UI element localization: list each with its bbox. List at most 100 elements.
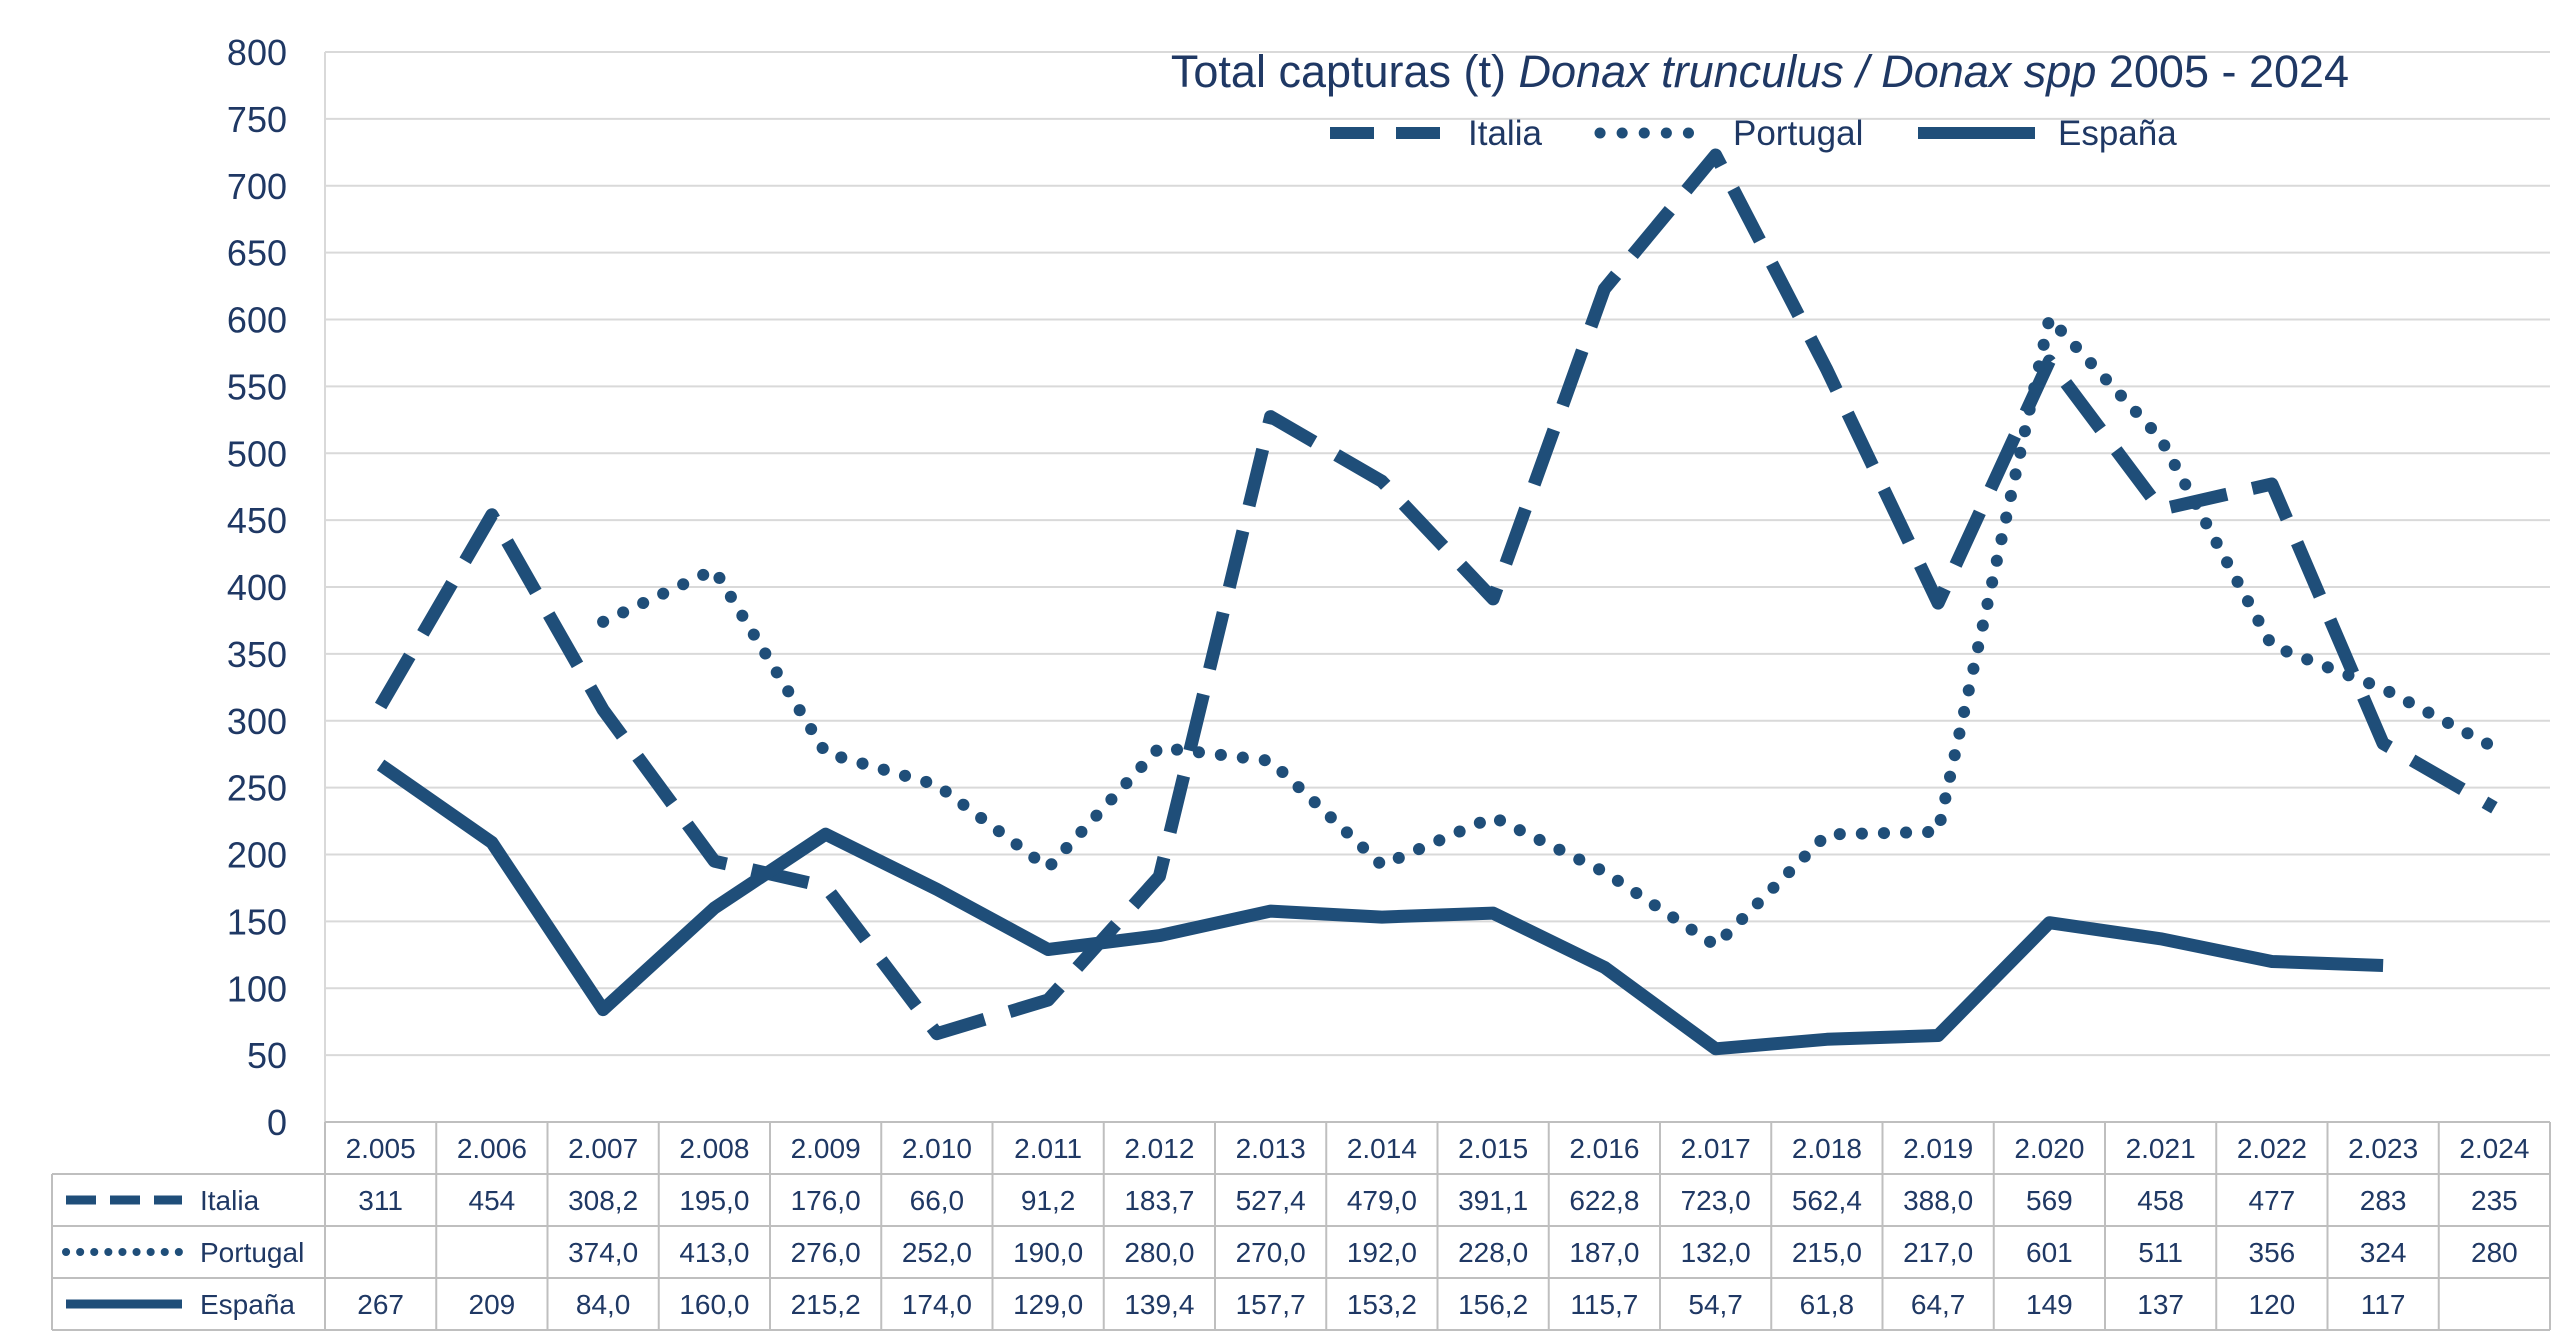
table-cell-value: 192,0 xyxy=(1347,1237,1417,1268)
legend-label-españa: España xyxy=(2058,114,2177,153)
table-cell-value: 511 xyxy=(2138,1237,2183,1268)
series-line-portugal xyxy=(597,312,2501,952)
x-tick-label: 2.021 xyxy=(2126,1133,2196,1164)
table-cell-value: 54,7 xyxy=(1688,1289,1743,1320)
table-cell-value: 61,8 xyxy=(1800,1289,1855,1320)
table-cell-value: 413,0 xyxy=(679,1237,749,1268)
table-cell-value: 139,4 xyxy=(1124,1289,1194,1320)
y-tick-label: 100 xyxy=(227,968,287,1009)
x-tick-label: 2.015 xyxy=(1458,1133,1528,1164)
table-cell-value: 374,0 xyxy=(568,1237,638,1268)
table-cell-value: 183,7 xyxy=(1124,1185,1194,1216)
table-cell-value: 215,2 xyxy=(791,1289,861,1320)
chart-title-part-2: 2005 - 2024 xyxy=(2096,46,2349,97)
y-tick-label: 800 xyxy=(227,32,287,73)
table-cell-value: 276,0 xyxy=(791,1237,861,1268)
table-cell-value: 156,2 xyxy=(1458,1289,1528,1320)
table-cell-value: 454 xyxy=(469,1185,516,1216)
table-cell-value: 280 xyxy=(2471,1237,2518,1268)
y-tick-label: 550 xyxy=(227,366,287,407)
x-tick-label: 2.019 xyxy=(1903,1133,1973,1164)
x-tick-label: 2.016 xyxy=(1569,1133,1639,1164)
x-tick-label: 2.023 xyxy=(2348,1133,2418,1164)
x-tick-label: 2.008 xyxy=(679,1133,749,1164)
y-tick-label: 350 xyxy=(227,634,287,675)
y-tick-label: 750 xyxy=(227,99,287,140)
x-tick-label: 2.024 xyxy=(2459,1133,2529,1164)
table-cell-value: 283 xyxy=(2360,1185,2407,1216)
x-tick-label: 2.007 xyxy=(568,1133,638,1164)
table-series-label: Italia xyxy=(200,1185,260,1216)
table-series-label: España xyxy=(200,1289,295,1320)
chart-title-part-1: Donax trunculus / Donax spp xyxy=(1519,46,2097,97)
table-cell-value: 252,0 xyxy=(902,1237,972,1268)
table-cell-value: 569 xyxy=(2026,1185,2073,1216)
table-cell-value: 187,0 xyxy=(1569,1237,1639,1268)
y-tick-label: 200 xyxy=(227,835,287,876)
table-cell-value: 622,8 xyxy=(1569,1185,1639,1216)
x-tick-label: 2.010 xyxy=(902,1133,972,1164)
table-cell-value: 174,0 xyxy=(902,1289,972,1320)
table-cell-value: 388,0 xyxy=(1903,1185,1973,1216)
table-cell-value: 115,7 xyxy=(1570,1289,1638,1320)
table-cell-value: 324 xyxy=(2360,1237,2407,1268)
table-cell-value: 308,2 xyxy=(568,1185,638,1216)
series-line-españa xyxy=(376,759,2384,1056)
table-cell-value: 527,4 xyxy=(1236,1185,1306,1216)
x-tick-label: 2.013 xyxy=(1236,1133,1306,1164)
data-table: 2.005 2.006 2.007 2.008 2.009 2.010 2.011 2.012… xyxy=(51,1121,2551,1331)
table-cell-value: 235 xyxy=(2471,1185,2518,1216)
table-cell-value: 723,0 xyxy=(1681,1185,1751,1216)
table-cell-value: 311 xyxy=(358,1185,403,1216)
y-tick-label: 50 xyxy=(247,1035,287,1076)
x-tick-label: 2.017 xyxy=(1681,1133,1751,1164)
y-tick-label: 0 xyxy=(267,1102,287,1143)
table-cell-value: 120 xyxy=(2249,1289,2296,1320)
table-cell-value: 215,0 xyxy=(1792,1237,1862,1268)
table-cell-value: 477 xyxy=(2249,1185,2296,1216)
table-cell-value: 562,4 xyxy=(1792,1185,1862,1216)
table-cell-value: 190,0 xyxy=(1013,1237,1083,1268)
y-tick-label: 600 xyxy=(227,300,287,341)
table-cell-value: 356 xyxy=(2249,1237,2296,1268)
table-cell-value: 176,0 xyxy=(791,1185,861,1216)
chart-title: Total capturas (t) Donax trunculus / Don… xyxy=(1171,46,2349,97)
x-tick-label: 2.011 xyxy=(1014,1133,1082,1164)
x-tick-label: 2.018 xyxy=(1792,1133,1862,1164)
table-cell-value: 228,0 xyxy=(1458,1237,1528,1268)
table-cell-value: 217,0 xyxy=(1903,1237,1973,1268)
y-tick-label: 500 xyxy=(227,433,287,474)
table-cell-value: 132,0 xyxy=(1681,1237,1751,1268)
table-cell-value: 391,1 xyxy=(1458,1185,1528,1216)
y-tick-label: 250 xyxy=(227,768,287,809)
table-cell-value: 267 xyxy=(357,1289,404,1320)
table-cell-value: 137 xyxy=(2137,1289,2184,1320)
y-tick-label: 150 xyxy=(227,901,287,942)
table-series-label: Portugal xyxy=(200,1237,304,1268)
x-tick-label: 2.020 xyxy=(2014,1133,2084,1164)
table-cell-value: 153,2 xyxy=(1347,1289,1417,1320)
table-cell-value: 84,0 xyxy=(576,1289,631,1320)
legend-label-portugal: Portugal xyxy=(1733,114,1863,153)
legend: Italia Portugal España xyxy=(1330,114,2177,153)
y-tick-label: 450 xyxy=(227,500,287,541)
table-cell-value: 129,0 xyxy=(1013,1289,1083,1320)
table-cell-value: 458 xyxy=(2137,1185,2184,1216)
table-cell-value: 91,2 xyxy=(1021,1185,1076,1216)
table-cell-value: 270,0 xyxy=(1236,1237,1306,1268)
table-cell-value: 195,0 xyxy=(679,1185,749,1216)
y-tick-label: 700 xyxy=(227,166,287,207)
y-tick-label: 650 xyxy=(227,233,287,274)
series-line-italia xyxy=(374,148,2498,1041)
x-tick-label: 2.005 xyxy=(346,1133,416,1164)
y-tick-label: 300 xyxy=(227,701,287,742)
x-tick-label: 2.012 xyxy=(1124,1133,1194,1164)
chart-title-part-0: Total capturas (t) xyxy=(1171,46,1519,97)
series-lines xyxy=(374,148,2501,1056)
y-tick-label: 400 xyxy=(227,567,287,608)
table-cell-value: 66,0 xyxy=(910,1185,965,1216)
table-cell-value: 157,7 xyxy=(1236,1289,1306,1320)
legend-label-italia: Italia xyxy=(1468,114,1542,153)
